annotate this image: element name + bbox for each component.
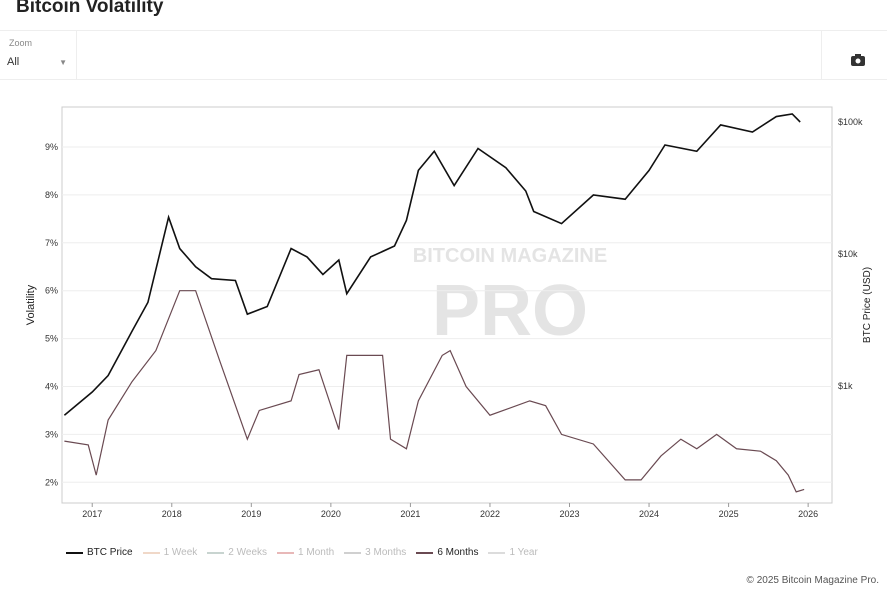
legend-item[interactable]: 1 Year (488, 547, 538, 558)
x-tick-label: 2018 (162, 509, 182, 519)
legend-swatch (66, 551, 83, 554)
legend-label: 1 Week (163, 547, 198, 558)
legend-label: 6 Months (437, 547, 479, 558)
legend-item[interactable]: BTC Price (66, 547, 133, 558)
y-tick-label: 7% (45, 238, 58, 248)
y-tick-label: 5% (45, 334, 58, 344)
toolbar: Zoom All ▼ (0, 30, 887, 80)
y-tick-label: 9% (45, 142, 58, 152)
x-tick-label: 2026 (798, 509, 818, 519)
y-axis-label: Volatility (25, 284, 37, 325)
legend-item[interactable]: 6 Months (416, 547, 478, 558)
chevron-down-icon: ▼ (59, 58, 67, 67)
y-tick-label: 4% (45, 382, 58, 392)
zoom-select[interactable]: All ▼ (7, 56, 73, 68)
y2-axis-label: BTC Price (USD) (862, 267, 873, 343)
x-tick-label: 2025 (719, 509, 739, 519)
divider (821, 31, 822, 79)
plot-frame (61, 106, 833, 504)
legend-swatch (277, 551, 295, 554)
legend-swatch (416, 551, 434, 554)
legend-label: 1 Month (298, 547, 335, 558)
legend-swatch (488, 551, 506, 554)
chart: BITCOIN MAGAZINE PRO 2% 3% 4% 5% 6% 7% 8% 9% $1k… (25, 106, 873, 519)
legend-item[interactable]: 1 Month (277, 547, 334, 558)
copyright: © 2025 Bitcoin Magazine Pro. (746, 575, 879, 586)
x-tick-label: 2023 (559, 509, 579, 519)
legend-label: BTC Price (87, 547, 133, 558)
watermark-text: BITCOIN MAGAZINE (413, 245, 607, 267)
legend-swatch (344, 551, 362, 554)
series-line-btc-price (63, 113, 801, 416)
legend-swatch (207, 551, 225, 554)
watermark-pro: PRO (432, 271, 588, 351)
legend-item[interactable]: 3 Months (344, 547, 406, 558)
series-line-6-months (64, 290, 805, 493)
x-tick-label: 2021 (400, 509, 420, 519)
x-tick-label: 2022 (480, 509, 500, 519)
legend-label: 3 Months (365, 547, 407, 558)
legend-label: 1 Year (509, 547, 538, 558)
zoom-label: Zoom (9, 38, 33, 48)
legend-item[interactable]: 2 Weeks (207, 547, 267, 558)
legend-label: 2 Weeks (228, 547, 268, 558)
y2-tick-label: $100k (838, 117, 863, 127)
y2-tick-label: $10k (838, 249, 858, 259)
y-tick-label: 8% (45, 190, 58, 200)
legend-item[interactable]: 1 Week (142, 547, 198, 558)
x-tick-label: 2019 (241, 509, 261, 519)
x-tick-label: 2017 (82, 509, 102, 519)
page-title: Bitcoin Volatility (16, 0, 164, 17)
divider (76, 31, 77, 79)
zoom-value: All (7, 56, 20, 68)
camera-icon[interactable] (851, 54, 865, 66)
legend: BTC Price 1 Week 2 Weeks 1 Month 3 Months 6 M… (66, 547, 538, 558)
y2-tick-label: $1k (838, 381, 853, 391)
y-tick-label: 2% (45, 477, 58, 487)
x-tick-label: 2020 (321, 509, 341, 519)
x-tick-label: 2024 (639, 509, 659, 519)
legend-swatch (142, 551, 160, 554)
y-tick-label: 6% (45, 286, 58, 296)
y-tick-label: 3% (45, 429, 58, 439)
